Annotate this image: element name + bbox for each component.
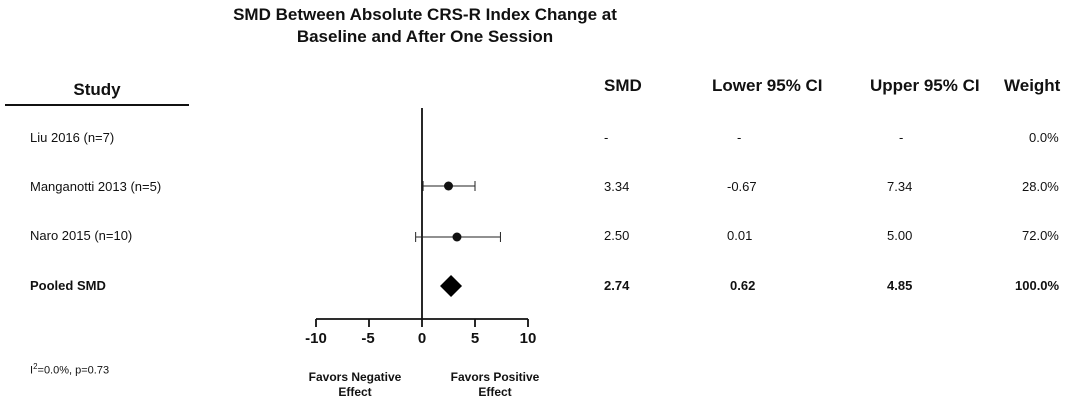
smd-value: - bbox=[604, 130, 609, 145]
upper-ci-value: - bbox=[899, 130, 904, 145]
title-line-1: SMD Between Absolute CRS-R Index Change … bbox=[233, 5, 617, 24]
upper-ci-column-header: Upper 95% CI bbox=[870, 76, 980, 95]
i2-symbol: I bbox=[30, 364, 34, 377]
study-label: Naro 2015 (n=10) bbox=[30, 228, 133, 243]
upper-ci-value: 5.00 bbox=[887, 228, 913, 243]
x-tick-label: 5 bbox=[470, 330, 480, 347]
lower-ci-value: 0.01 bbox=[727, 228, 753, 243]
i2-superscript: 2 bbox=[33, 362, 38, 371]
x-tick-label: 0 bbox=[417, 330, 427, 347]
smd-column-header: SMD bbox=[604, 76, 642, 95]
favors-positive-label: Favors Positive Effect bbox=[450, 370, 540, 399]
x-tick-label: -5 bbox=[361, 330, 375, 347]
lower-ci-value: - bbox=[737, 130, 742, 145]
weight-value: 72.0% bbox=[1022, 228, 1059, 243]
pooled-weight-value: 100.0% bbox=[1015, 278, 1060, 293]
x-tick-label: 10 bbox=[519, 330, 537, 347]
point-estimate bbox=[452, 232, 462, 242]
pooled-lower-ci-value: 0.62 bbox=[730, 278, 756, 293]
pooled-smd-value: 2.74 bbox=[604, 278, 630, 293]
study-label: Manganotti 2013 (n=5) bbox=[30, 179, 162, 194]
pooled-diamond bbox=[440, 275, 463, 297]
header-underline bbox=[5, 104, 189, 106]
weight-column-header: Weight bbox=[1004, 76, 1061, 95]
smd-value: 2.50 bbox=[604, 228, 630, 243]
favors-negative-label: Favors Negative Effect bbox=[308, 370, 402, 399]
heterogeneity-text: =0.0%, p=0.73 bbox=[37, 364, 110, 377]
lower-ci-value: -0.67 bbox=[727, 179, 757, 194]
heterogeneity-stat: I2=0.0%, p=0.73 bbox=[30, 362, 109, 377]
upper-ci-value: 7.34 bbox=[887, 179, 913, 194]
smd-value: 3.34 bbox=[604, 179, 630, 194]
study-label: Liu 2016 (n=7) bbox=[30, 130, 115, 145]
chart-title: SMD Between Absolute CRS-R Index Change … bbox=[130, 4, 720, 48]
x-tick-label: -10 bbox=[305, 330, 327, 347]
point-estimate bbox=[444, 181, 453, 191]
pooled-upper-ci-value: 4.85 bbox=[887, 278, 913, 293]
study-column-header: Study bbox=[73, 80, 121, 99]
weight-value: 0.0% bbox=[1029, 130, 1059, 145]
pooled-label: Pooled SMD bbox=[30, 278, 106, 293]
title-line-2: Baseline and After One Session bbox=[296, 27, 554, 46]
weight-value: 28.0% bbox=[1022, 179, 1059, 194]
lower-ci-column-header: Lower 95% CI bbox=[712, 76, 823, 95]
